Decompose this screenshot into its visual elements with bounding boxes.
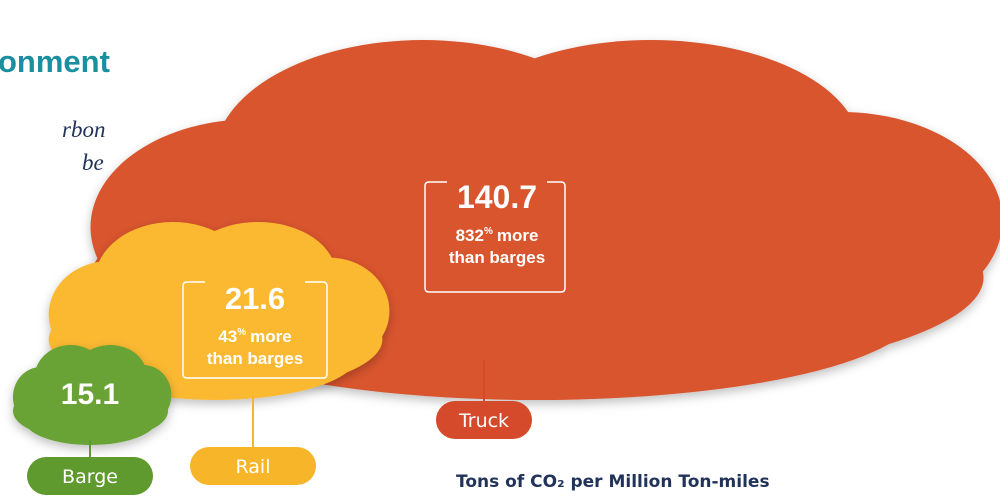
pct-sign: % xyxy=(237,327,246,338)
axis-label: Tons of CO₂ per Million Ton-miles xyxy=(456,472,770,492)
pct-gap: more xyxy=(497,226,539,245)
comparison: 832% more xyxy=(456,226,539,245)
pct-value: 43 xyxy=(218,327,237,346)
category-label: Rail xyxy=(236,456,271,478)
comparison-note: than barges xyxy=(207,349,303,368)
category-label: Barge xyxy=(62,466,118,488)
comparison-note: than barges xyxy=(449,248,545,267)
pct-gap: more xyxy=(250,327,292,346)
category-label: Truck xyxy=(458,410,509,432)
subtitle: rbon xyxy=(62,117,105,142)
chart-title: onment xyxy=(0,44,110,79)
value-label: 21.6 xyxy=(225,281,285,316)
subtitle: be xyxy=(82,150,104,175)
comparison: 43% more xyxy=(218,327,291,346)
value-label: 15.1 xyxy=(61,378,119,411)
chart: onment rbon be Tons of CO₂ per Million T… xyxy=(0,0,1000,501)
pct-value: 832 xyxy=(456,226,484,245)
pct-sign: % xyxy=(484,226,493,237)
value-label: 140.7 xyxy=(457,179,537,215)
